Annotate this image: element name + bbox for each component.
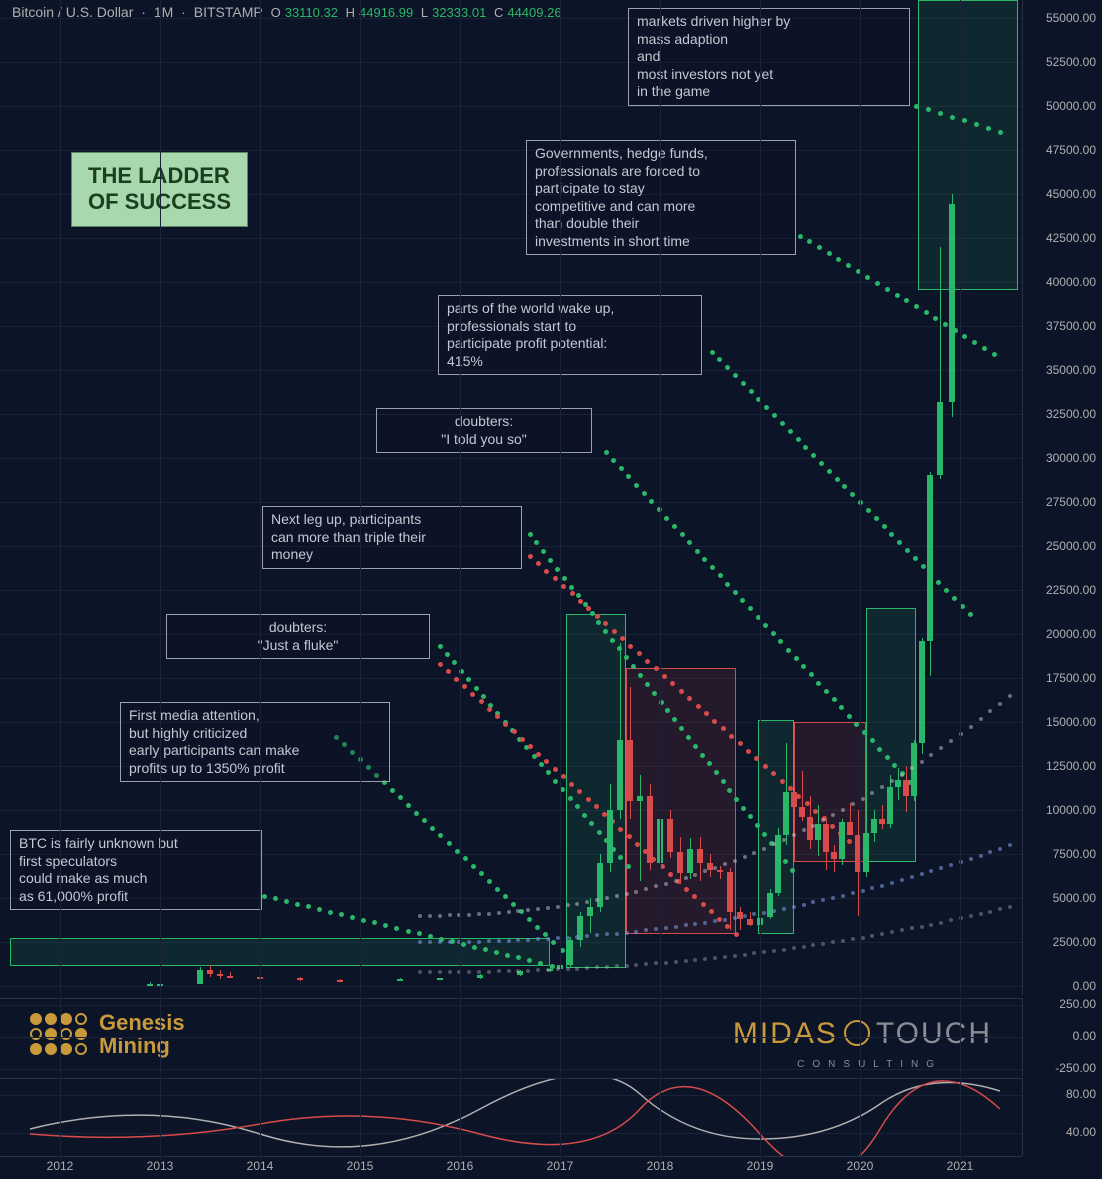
annotation-box[interactable]: doubters:"Just a fluke" (166, 614, 430, 659)
time-axis: 2012201320142015201620172018201920202021 (0, 1156, 1022, 1178)
annotation-box[interactable]: parts of the world wake up,professionals… (438, 295, 702, 375)
indicator-panel-2[interactable] (0, 1078, 1022, 1156)
annotation-box[interactable]: Next leg up, participantscan more than t… (262, 506, 522, 569)
price-axis: 0.002500.005000.007500.0010000.0012500.0… (1022, 0, 1102, 995)
annotation-box[interactable]: markets driven higher bymass adaption an… (628, 8, 910, 106)
indicator-panel-1[interactable] (0, 998, 1022, 1076)
annotation-box[interactable]: Governments, hedge funds,professionals a… (526, 140, 796, 255)
annotation-box[interactable]: BTC is fairly unknown butfirst speculato… (10, 830, 262, 910)
main-price-chart[interactable]: markets driven higher bymass adaption an… (0, 0, 1022, 995)
highlight-zone (918, 0, 1018, 290)
